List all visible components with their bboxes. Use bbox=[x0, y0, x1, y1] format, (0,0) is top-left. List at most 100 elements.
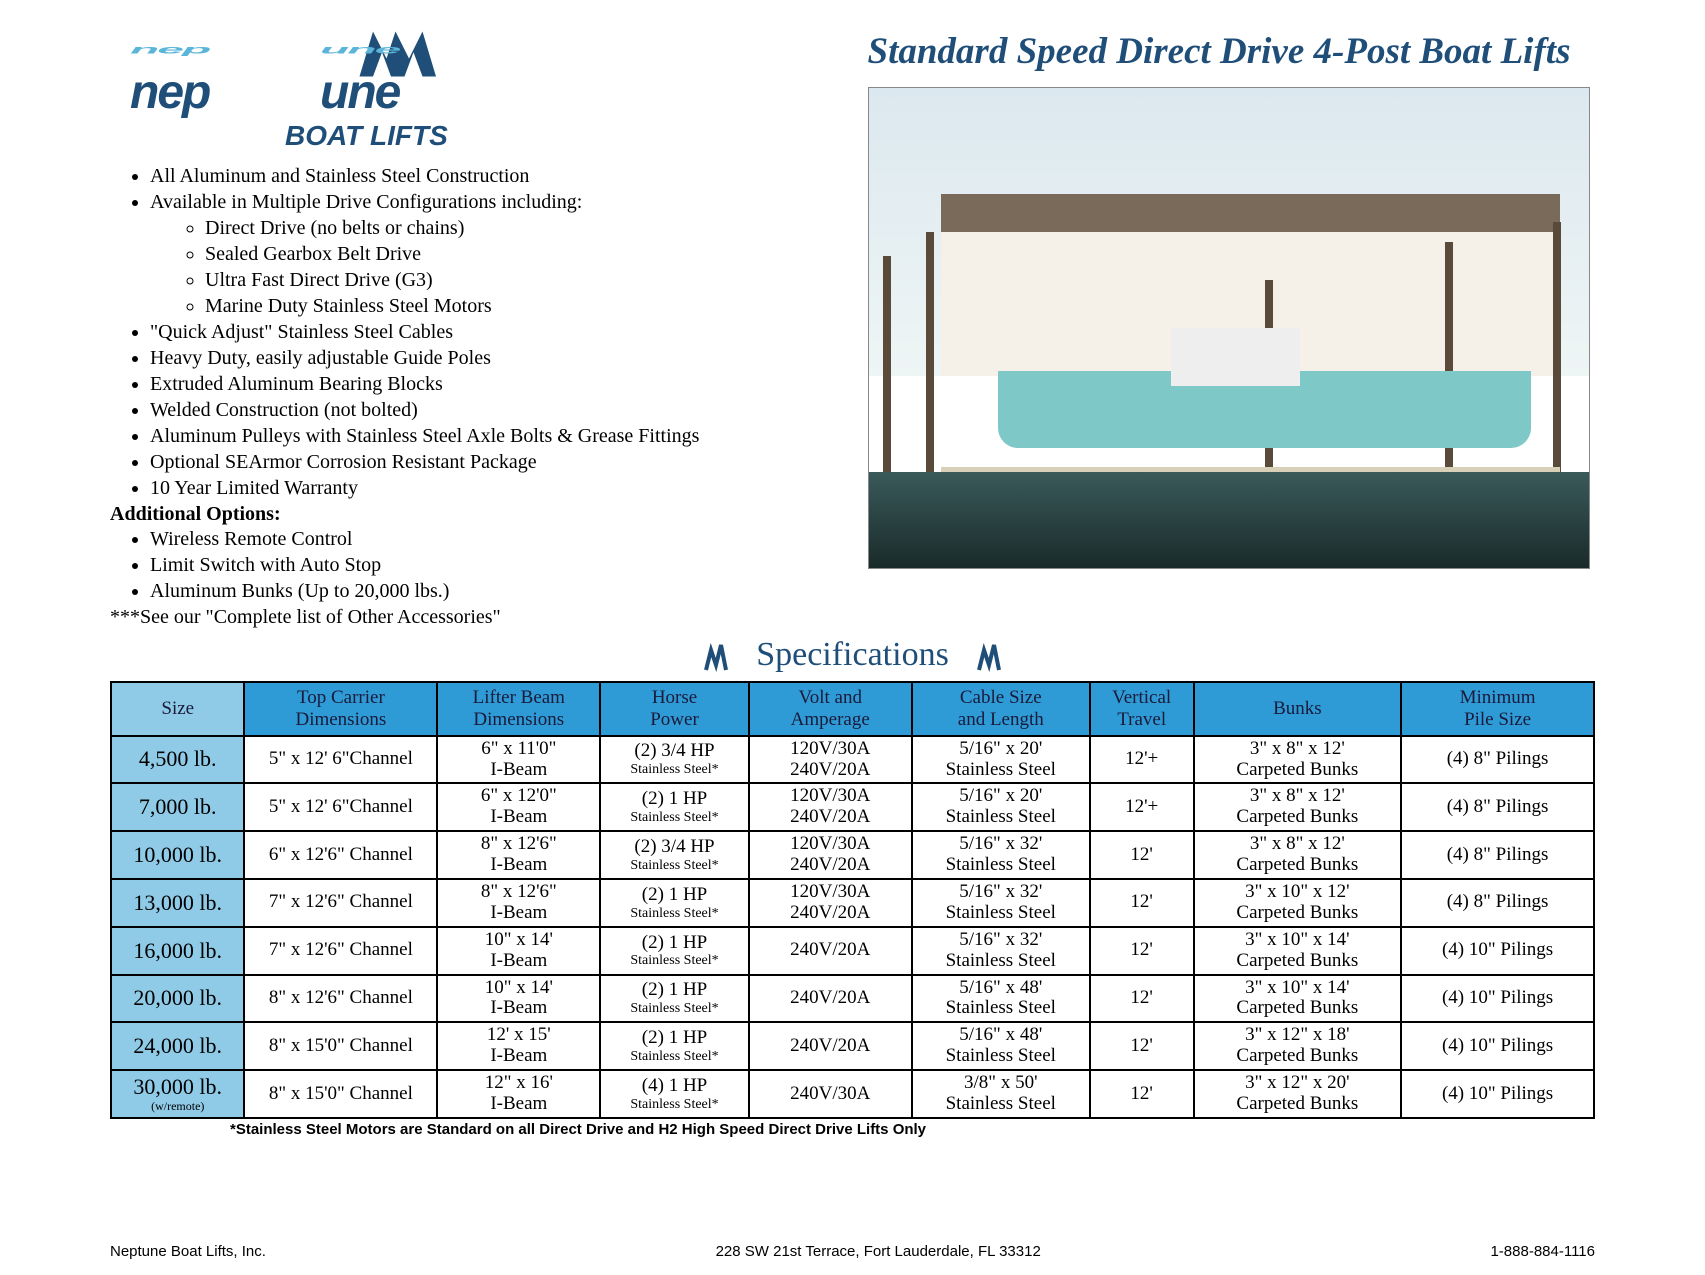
table-cell: 12' bbox=[1090, 927, 1194, 975]
table-cell: 5/16" x 48'Stainless Steel bbox=[912, 1022, 1090, 1070]
table-cell: 5/16" x 20'Stainless Steel bbox=[912, 736, 1090, 784]
table-cell: (2) 1 HPStainless Steel* bbox=[600, 879, 748, 927]
table-header-cell: Top CarrierDimensions bbox=[244, 682, 437, 736]
table-cell: 3" x 10" x 14'Carpeted Bunks bbox=[1194, 927, 1402, 975]
svg-text:nep: nep bbox=[130, 66, 210, 119]
table-cell: 3" x 10" x 12'Carpeted Bunks bbox=[1194, 879, 1402, 927]
table-cell: 5/16" x 32'Stainless Steel bbox=[912, 831, 1090, 879]
table-cell: 13,000 lb. bbox=[111, 879, 244, 927]
table-cell: 7" x 12'6" Channel bbox=[244, 879, 437, 927]
brand-logo: nep une nep une BOAT LIFTS bbox=[120, 30, 520, 155]
table-cell: 5/16" x 20'Stainless Steel bbox=[912, 783, 1090, 831]
table-cell: (2) 1 HPStainless Steel* bbox=[600, 1022, 748, 1070]
table-row: 30,000 lb.(w/remote)8" x 15'0" Channel12… bbox=[111, 1070, 1594, 1118]
table-header-cell: Bunks bbox=[1194, 682, 1402, 736]
see-accessories-note: ***See our "Complete list of Other Acces… bbox=[110, 606, 838, 629]
table-cell: 8" x 12'6"I-Beam bbox=[437, 879, 600, 927]
table-row: 16,000 lb.7" x 12'6" Channel10" x 14'I-B… bbox=[111, 927, 1594, 975]
additional-options-heading: Additional Options: bbox=[110, 503, 838, 526]
feature-item: 10 Year Limited Warranty bbox=[150, 475, 838, 501]
table-cell: 3" x 12" x 20'Carpeted Bunks bbox=[1194, 1070, 1402, 1118]
feature-item: "Quick Adjust" Stainless Steel Cables bbox=[150, 319, 838, 345]
specifications-table: SizeTop CarrierDimensionsLifter BeamDime… bbox=[110, 681, 1595, 1119]
footer-address: 228 SW 21st Terrace, Fort Lauderdale, FL… bbox=[716, 1243, 1041, 1260]
table-cell: 120V/30A240V/20A bbox=[749, 879, 912, 927]
table-row: 20,000 lb.8" x 12'6" Channel10" x 14'I-B… bbox=[111, 975, 1594, 1023]
table-cell: 6" x 12'6" Channel bbox=[244, 831, 437, 879]
table-cell: 3" x 8" x 12'Carpeted Bunks bbox=[1194, 736, 1402, 784]
svg-text:nep: nep bbox=[130, 43, 211, 56]
table-row: 24,000 lb.8" x 15'0" Channel12' x 15'I-B… bbox=[111, 1022, 1594, 1070]
table-cell: 240V/20A bbox=[749, 975, 912, 1023]
feature-list: All Aluminum and Stainless Steel Constru… bbox=[110, 163, 838, 501]
table-cell: 10" x 14'I-Beam bbox=[437, 927, 600, 975]
table-cell: 30,000 lb.(w/remote) bbox=[111, 1070, 244, 1118]
table-cell: 12' bbox=[1090, 879, 1194, 927]
feature-item: Aluminum Pulleys with Stainless Steel Ax… bbox=[150, 423, 838, 449]
table-cell: 12' bbox=[1090, 1022, 1194, 1070]
table-cell: 12' bbox=[1090, 975, 1194, 1023]
table-cell: 5" x 12' 6"Channel bbox=[244, 783, 437, 831]
feature-item: Optional SEArmor Corrosion Resistant Pac… bbox=[150, 449, 838, 475]
table-cell: 120V/30A240V/20A bbox=[749, 736, 912, 784]
table-cell: 12'+ bbox=[1090, 783, 1194, 831]
table-footnote: *Stainless Steel Motors are Standard on … bbox=[230, 1121, 1595, 1138]
table-cell: (4) 10" Pilings bbox=[1401, 1070, 1594, 1118]
table-cell: 24,000 lb. bbox=[111, 1022, 244, 1070]
table-cell: (4) 10" Pilings bbox=[1401, 927, 1594, 975]
additional-option-item: Limit Switch with Auto Stop bbox=[150, 552, 838, 578]
table-header-cell: Cable Sizeand Length bbox=[912, 682, 1090, 736]
table-cell: 5/16" x 32'Stainless Steel bbox=[912, 879, 1090, 927]
feature-item: Welded Construction (not bolted) bbox=[150, 397, 838, 423]
table-cell: (4) 8" Pilings bbox=[1401, 831, 1594, 879]
table-header-cell: HorsePower bbox=[600, 682, 748, 736]
table-row: 7,000 lb.5" x 12' 6"Channel6" x 12'0"I-B… bbox=[111, 783, 1594, 831]
table-cell: 3/8" x 50'Stainless Steel bbox=[912, 1070, 1090, 1118]
table-cell: (2) 3/4 HPStainless Steel* bbox=[600, 831, 748, 879]
table-cell: 8" x 12'6" Channel bbox=[244, 975, 437, 1023]
table-cell: 16,000 lb. bbox=[111, 927, 244, 975]
table-cell: 240V/20A bbox=[749, 1022, 912, 1070]
table-cell: (4) 8" Pilings bbox=[1401, 879, 1594, 927]
table-header-cell: Lifter BeamDimensions bbox=[437, 682, 600, 736]
table-cell: 7" x 12'6" Channel bbox=[244, 927, 437, 975]
table-cell: (4) 8" Pilings bbox=[1401, 736, 1594, 784]
table-cell: 8" x 15'0" Channel bbox=[244, 1070, 437, 1118]
page-title: Standard Speed Direct Drive 4-Post Boat … bbox=[868, 30, 1596, 73]
specs-heading: Specifications bbox=[110, 635, 1595, 675]
table-cell: 12" x 16'I-Beam bbox=[437, 1070, 600, 1118]
svg-text:une: une bbox=[320, 66, 401, 119]
feature-item: All Aluminum and Stainless Steel Constru… bbox=[150, 163, 838, 189]
table-cell: 6" x 11'0"I-Beam bbox=[437, 736, 600, 784]
table-cell: 3" x 8" x 12'Carpeted Bunks bbox=[1194, 783, 1402, 831]
table-cell: 120V/30A240V/20A bbox=[749, 783, 912, 831]
table-cell: 3" x 12" x 18'Carpeted Bunks bbox=[1194, 1022, 1402, 1070]
sub-feature-item: Ultra Fast Direct Drive (G3) bbox=[205, 267, 838, 293]
table-cell: (2) 1 HPStainless Steel* bbox=[600, 783, 748, 831]
additional-option-item: Wireless Remote Control bbox=[150, 526, 838, 552]
table-cell: (4) 1 HPStainless Steel* bbox=[600, 1070, 748, 1118]
table-cell: 120V/30A240V/20A bbox=[749, 831, 912, 879]
additional-option-item: Aluminum Bunks (Up to 20,000 lbs.) bbox=[150, 578, 838, 604]
table-cell: 12' bbox=[1090, 1070, 1194, 1118]
sub-feature-item: Sealed Gearbox Belt Drive bbox=[205, 241, 838, 267]
footer-company: Neptune Boat Lifts, Inc. bbox=[110, 1243, 266, 1260]
table-header-cell: Volt andAmperage bbox=[749, 682, 912, 736]
table-cell: (4) 10" Pilings bbox=[1401, 1022, 1594, 1070]
table-cell: 7,000 lb. bbox=[111, 783, 244, 831]
table-cell: 12' bbox=[1090, 831, 1194, 879]
sub-feature-item: Direct Drive (no belts or chains) bbox=[205, 215, 838, 241]
table-cell: 5" x 12' 6"Channel bbox=[244, 736, 437, 784]
table-cell: 10" x 14'I-Beam bbox=[437, 975, 600, 1023]
feature-item: Heavy Duty, easily adjustable Guide Pole… bbox=[150, 345, 838, 371]
table-cell: (2) 1 HPStainless Steel* bbox=[600, 927, 748, 975]
table-cell: 240V/20A bbox=[749, 927, 912, 975]
table-cell: (4) 10" Pilings bbox=[1401, 975, 1594, 1023]
table-cell: (4) 8" Pilings bbox=[1401, 783, 1594, 831]
footer-phone: 1-888-884-1116 bbox=[1490, 1243, 1595, 1260]
table-header-cell: VerticalTravel bbox=[1090, 682, 1194, 736]
table-cell: 8" x 12'6"I-Beam bbox=[437, 831, 600, 879]
svg-text:une: une bbox=[320, 43, 401, 56]
product-photo bbox=[868, 87, 1590, 569]
table-cell: 3" x 10" x 14'Carpeted Bunks bbox=[1194, 975, 1402, 1023]
